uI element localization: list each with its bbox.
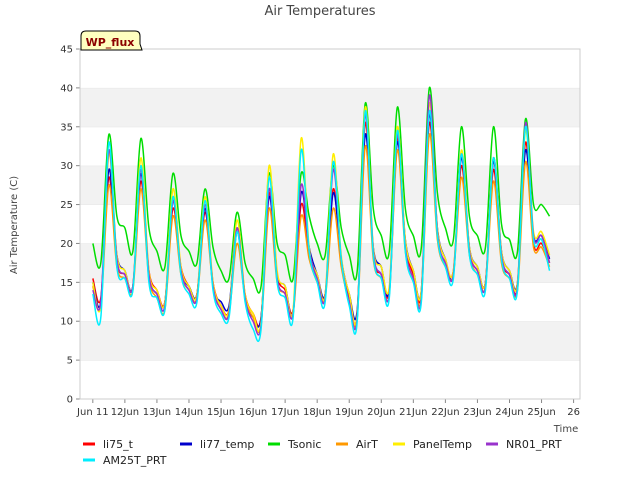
x-tick-label: 25Jun	[527, 407, 555, 418]
x-tick-label: 19Jun	[335, 407, 363, 418]
y-axis-ticks: 0 5 10 15 20 25 30 35 40 45	[60, 45, 80, 406]
grid-band	[80, 243, 580, 283]
y-axis-label: Air Temperature (C)	[9, 176, 20, 274]
chart-title: Air Temperatures	[264, 4, 375, 19]
site-badge-label: WP_flux	[86, 36, 135, 49]
legend-item: PanelTemp	[393, 438, 472, 451]
x-tick-label: Jun 11	[76, 407, 109, 418]
y-tick-label: 15	[60, 278, 73, 289]
plot-frame	[79, 48, 581, 400]
grid-band	[80, 49, 580, 88]
legend-label: li75_t	[103, 438, 134, 451]
x-tick-label: 23Jun	[463, 407, 491, 418]
legend-label: li77_temp	[200, 438, 254, 451]
y-tick-label: 5	[67, 356, 73, 367]
series-line-am25t-prt	[92, 109, 551, 343]
x-tick-label: 22Jun	[431, 407, 459, 418]
legend-label: AM25T_PRT	[103, 454, 167, 467]
legend: li75_t li77_temp Tsonic AirT PanelTemp NR01_P…	[83, 438, 562, 467]
y-tick-label: 45	[60, 45, 73, 56]
x-tick-label: 12Jun	[111, 407, 139, 418]
x-tick-label: 13Jun	[143, 407, 171, 418]
y-tick-label: 30	[60, 161, 73, 172]
legend-item: NR01_PRT	[486, 438, 562, 451]
y-tick-label: 10	[60, 317, 73, 328]
legend-item: AM25T_PRT	[83, 454, 167, 467]
y-tick-label: 0	[67, 395, 73, 406]
y-tick-label: 40	[60, 83, 73, 94]
grid-band	[80, 87, 580, 127]
legend-label: AirT	[356, 438, 378, 451]
x-tick-label: 14Jun	[175, 407, 203, 418]
legend-label: NR01_PRT	[506, 438, 562, 451]
x-tick-label: 17Jun	[271, 407, 299, 418]
x-axis-label: Time	[553, 424, 578, 435]
grid-band	[80, 360, 580, 399]
legend-label: PanelTemp	[413, 438, 472, 451]
x-tick-label: 16Jun	[239, 407, 267, 418]
legend-item: li77_temp	[180, 438, 254, 451]
site-badge: WP_flux	[80, 30, 143, 51]
legend-item: li75_t	[83, 438, 134, 451]
x-tick-label: 26	[567, 407, 580, 418]
y-tick-label: 20	[60, 239, 73, 250]
grid-band	[80, 126, 580, 166]
x-tick-label: 18Jun	[303, 407, 331, 418]
grid-band	[80, 321, 580, 361]
x-tick-label: 20Jun	[367, 407, 395, 418]
site-badge-shape	[80, 30, 143, 51]
x-tick-label: 24Jun	[495, 407, 523, 418]
x-axis-ticks: Jun 11 12Jun 13Jun 14Jun 15Jun 16Jun 17Jun 18Ju…	[76, 399, 580, 418]
legend-label: Tsonic	[287, 438, 321, 451]
x-tick-label: 15Jun	[207, 407, 235, 418]
legend-item: Tsonic	[268, 438, 321, 451]
y-tick-label: 25	[60, 200, 73, 211]
x-tick-label: 21Jun	[399, 407, 427, 418]
legend-item: AirT	[336, 438, 378, 451]
y-tick-label: 35	[60, 122, 73, 133]
series-layer	[92, 86, 551, 343]
